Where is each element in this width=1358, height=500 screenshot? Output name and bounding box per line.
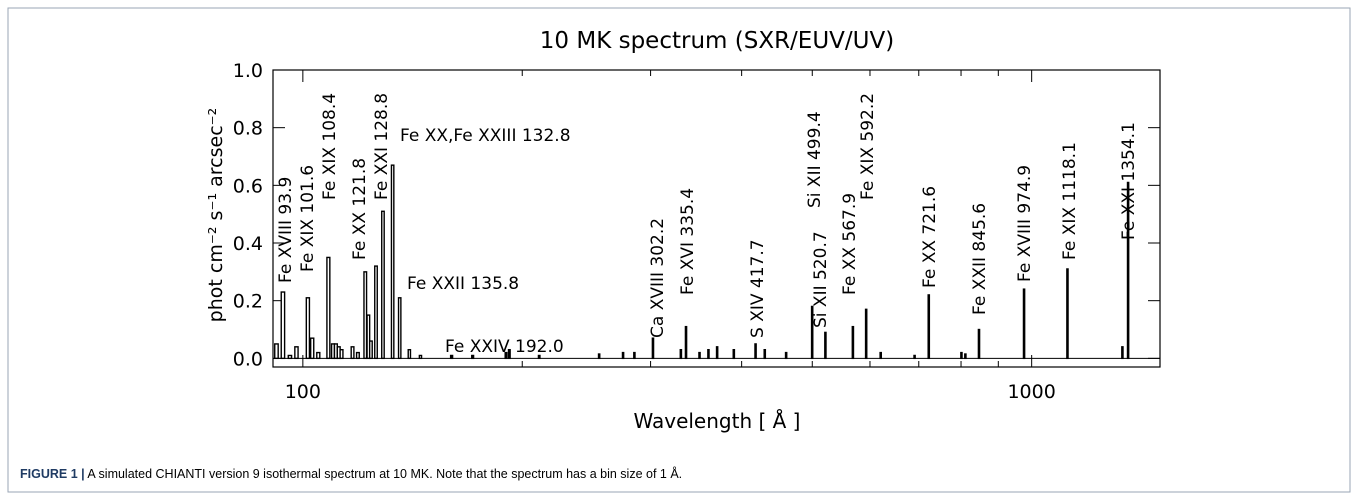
line-annotation: Fe XX,Fe XXIII 132.8 [400,126,571,146]
spectral-line [851,325,855,360]
line-annotation: Fe XIX 108.4 [320,93,340,200]
spectral-line [784,351,788,360]
spectral-line [960,351,963,360]
spectral-line [684,325,688,360]
y-tick-label: 0.0 [233,348,263,370]
line-annotation: Fe XXII 135.8 [407,274,519,294]
spectral-line [977,328,981,360]
line-annotation: Fe XXI 128.8 [372,93,392,200]
spectral-line [471,354,475,360]
figure-border [7,7,1351,493]
spectral-line [927,294,931,360]
spectral-line [707,348,710,360]
spectral-line [355,351,360,360]
spectral-line [1066,268,1069,360]
spectral-line [390,164,395,360]
spectral-line [504,351,508,360]
spectral-line [418,354,423,360]
spectral-line [381,210,385,360]
line-annotation: Fe XXII 845.6 [970,203,990,315]
line-annotation: Fe XX 567.9 [840,193,860,295]
spectral-line [679,348,683,360]
spectral-line [1121,346,1124,360]
spectral-line [597,353,601,360]
spectral-line [810,305,814,360]
spectral-line [363,271,368,360]
spectral-line [879,351,882,360]
line-annotation: S XIV 417.7 [748,239,768,338]
spectral-line [824,331,827,360]
spectral-line [374,265,378,360]
spectral-line [294,346,299,360]
line-annotation: Fe XXIV 192.0 [445,337,564,357]
y-tick-label: 0.2 [233,291,263,313]
spectral-line [698,351,701,360]
spectral-line [280,291,286,360]
spectral-line [397,297,402,360]
spectral-line [407,348,412,360]
y-tick-label: 1.0 [233,60,263,82]
spectral-line [507,348,511,360]
caption-text: A simulated CHIANTI version 9 isothermal… [87,466,682,481]
spectral-line [368,340,373,360]
spectral-line [715,346,719,360]
spectral-line [366,314,371,360]
spectral-line [754,343,757,360]
spectral-line [763,348,767,360]
line-annotation: Fe XXI 1354.1 [1119,122,1139,240]
x-tick-label: 100 [285,381,321,403]
y-axis-label: phot cm⁻² s⁻¹ arcsec⁻² [205,108,227,323]
spectral-line [651,337,655,360]
chart-title: 10 MK spectrum (SXR/EUV/UV) [540,28,894,54]
spectral-line [633,351,636,360]
y-tick-label: 0.8 [233,118,263,140]
spectral-line [449,354,454,360]
line-annotation: Fe XX 121.8 [350,158,370,260]
spectral-line [913,354,916,360]
spectral-line [339,348,344,360]
line-annotation: Fe XVI 335.4 [678,188,698,295]
spectral-line [1126,181,1130,360]
line-annotation: Fe XX 721.6 [920,186,940,288]
caption: FIGURE 1 | A simulated CHIANTI version 9… [20,466,682,481]
spectral-line [287,354,293,360]
spectral-line [316,351,321,360]
line-annotation: Fe XIX 592.2 [858,93,878,200]
spectral-line [309,337,315,360]
x-axis-label: Wavelength [ Å ] [633,409,800,433]
line-annotation: Fe XVIII 93.9 [276,177,296,283]
spectral-line [732,348,736,360]
spectral-line [864,308,868,360]
x-tick-label: 1000 [1007,381,1055,403]
caption-label: FIGURE 1 | [20,467,85,481]
line-annotation: Ca XVIII 302.2 [648,218,668,338]
y-tick-label: 0.6 [233,175,263,197]
spectral-line [1022,288,1026,360]
line-annotation: Fe XIX 1118.1 [1060,142,1080,260]
spectral-line [326,256,331,360]
line-annotation: Fe XVIII 974.9 [1015,165,1035,282]
spectral-line [305,297,311,360]
spectral-line [964,353,967,360]
spectral-line [350,346,355,360]
spectral-line [621,351,625,360]
spectral-line [274,343,279,360]
line-annotation: Si XII 520.7 [811,231,831,328]
spectral-line [537,354,541,360]
line-annotation: Fe XIX 101.6 [298,165,318,272]
line-annotation: Si XII 499.4 [805,111,825,208]
plot-frame [272,69,1161,368]
y-tick-label: 0.4 [233,233,263,255]
